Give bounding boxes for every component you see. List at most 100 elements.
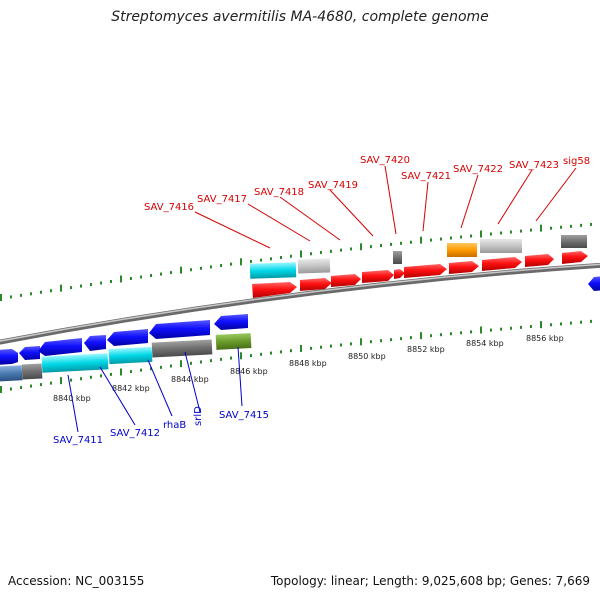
gene-label-rhab[interactable]: rhaB [163,420,186,431]
gene-arrow-rev-4[interactable] [84,335,106,351]
axis-tick-mark [440,333,442,337]
genome-summary-text: Topology: linear; Length: 9,025,608 bp; … [270,574,590,588]
axis-tick-mark [190,268,192,272]
upper-tick-row [0,222,592,301]
axis-tick-mark [110,279,112,283]
feature-dark-rev-2[interactable] [151,339,213,358]
axis-tick-mark [320,251,322,255]
axis-tick-mark [510,230,512,234]
feature-gray-forward[interactable] [297,258,331,274]
gene-arrow-rev-7[interactable] [214,314,248,330]
gene-arrow-rev-3[interactable] [38,338,82,356]
gene-arrow-sav7418[interactable] [331,274,361,287]
gene-arrow-rev-5[interactable] [107,329,148,346]
scale-label: 8842 kbp [112,384,150,393]
feature-olive[interactable] [215,333,252,350]
feature-dark-right[interactable] [561,235,587,248]
genome-backbone [0,262,600,345]
gene-label-sav7419[interactable]: SAV_7419 [308,180,358,191]
feature-steel[interactable] [0,365,23,382]
gene-arrow-rev-far[interactable] [588,276,600,291]
axis-tick-mark [540,224,542,232]
axis-tick-mark [160,272,162,276]
gene-label-srld[interactable]: srlD [193,406,204,426]
axis-tick-mark [10,295,12,299]
gene-label-sav7415[interactable]: SAV_7415 [219,410,269,421]
feature-gray-forward-2[interactable] [480,239,522,253]
gene-arrow-sav7423[interactable] [482,257,522,271]
gene-arrow-sav7422[interactable] [449,261,479,274]
feature-cyan-forward[interactable] [249,262,297,279]
gene-label-sav7418[interactable]: SAV_7418 [254,187,304,198]
gene-arrow-rev-6[interactable] [149,320,210,339]
feature-cyan-rev-1[interactable] [41,353,109,373]
axis-tick-mark [40,383,42,387]
gene-label-sav7420[interactable]: SAV_7420 [360,155,410,166]
axis-tick-mark [10,387,12,391]
axis-tick-mark [230,356,232,360]
gene-arrow-rev-1[interactable] [0,349,18,365]
scale-label: 8856 kbp [526,334,564,343]
gene-arrow-rev-2[interactable] [19,346,40,360]
gene-label-sav7416[interactable]: SAV_7416 [144,202,194,213]
accession-text: Accession: NC_003155 [8,574,145,588]
feature-dark-small[interactable] [393,251,402,264]
gene-arrow-sig58[interactable] [562,251,588,264]
axis-tick-mark [220,357,222,361]
gene-label-sav7412[interactable]: SAV_7412 [110,428,160,439]
axis-tick-mark [100,281,102,285]
gene-label-sav7422[interactable]: SAV_7422 [453,164,503,175]
axis-tick-mark [300,250,302,258]
axis-tick-mark [250,354,252,358]
axis-tick-mark [200,360,202,364]
axis-tick-mark [270,257,272,261]
axis-tick-mark [570,321,572,325]
feature-dark-rev-1[interactable] [21,363,43,380]
axis-tick-mark [260,258,262,262]
axis-tick-mark [460,235,462,239]
gene-label-sav7417[interactable]: SAV_7417 [197,194,247,205]
gene-label-sig58[interactable]: sig58 [563,156,590,167]
axis-tick-mark [170,271,172,275]
gene-label-sav7423[interactable]: SAV_7423 [509,160,559,171]
axis-tick-mark [70,286,72,290]
axis-tick-mark [520,229,522,233]
axis-tick-mark [200,266,202,270]
axis-tick-mark [580,320,582,324]
axis-tick-mark [0,294,2,301]
gene-arrow-sav7421[interactable] [404,264,447,278]
axis-tick-mark [130,370,132,374]
leader-line [497,169,533,225]
feature-orange[interactable] [447,243,477,257]
axis-tick-mark [360,243,362,251]
leader-line [184,351,201,413]
axis-tick-mark [50,289,52,293]
axis-tick-mark [220,264,222,268]
gene-arrow-sav7416[interactable] [252,282,297,298]
axis-tick-mark [380,339,382,343]
axis-tick-mark [160,365,162,369]
axis-tick-mark [590,222,592,226]
axis-tick-mark [80,377,82,381]
axis-tick-mark [60,377,62,385]
axis-tick-mark [350,342,352,346]
axis-tick-mark [420,236,422,244]
gene-arrow-sav7423b[interactable] [525,254,554,267]
scale-label: 8848 kbp [289,359,327,368]
gene-label-sav7421[interactable]: SAV_7421 [401,171,451,182]
axis-tick-mark [260,352,262,356]
gene-arrow-sav7417[interactable] [300,278,332,291]
axis-tick-mark [450,236,452,240]
gene-arrow-sav7420[interactable] [394,269,405,279]
scale-label: 8846 kbp [230,367,268,376]
leader-line [247,203,311,242]
gene-label-sav7411[interactable]: SAV_7411 [53,435,103,446]
leader-line [329,189,374,237]
gene-arrow-sav7419[interactable] [362,270,394,283]
axis-tick-mark [550,226,552,230]
leader-line [535,167,577,222]
axis-tick-mark [300,345,302,352]
axis-tick-mark [490,232,492,236]
feature-cyan-rev-2[interactable] [108,346,153,365]
